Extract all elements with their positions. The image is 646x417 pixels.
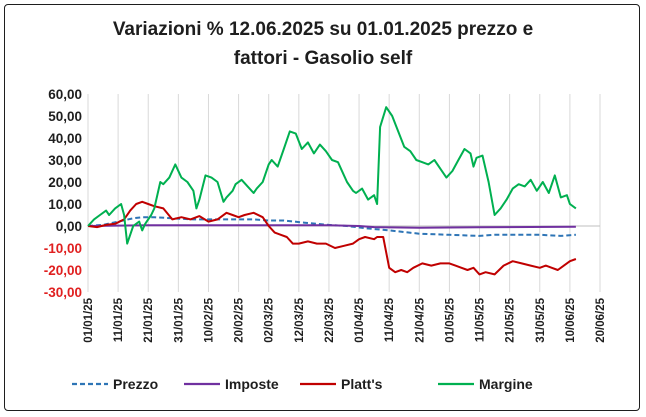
x-tick-label: 12/03/25 (294, 297, 306, 342)
chart-title-line-1: Variazioni % 12.06.2025 su 01.01.2025 pr… (112, 19, 534, 40)
legend: Prezzo Imposte Platt's Margine (72, 376, 533, 392)
y-tick-label: -30,00 (44, 285, 82, 300)
x-tick-label: 11/04/25 (384, 297, 396, 342)
x-tick-label: 21/05/25 (505, 297, 517, 342)
chart-frame (4, 4, 640, 411)
series-line-platts (87, 200, 577, 276)
x-tick-label: 11/05/25 (475, 297, 487, 342)
series-line-imposte (87, 224, 576, 229)
x-tick-label: 10/02/25 (203, 297, 215, 342)
x-tick-label: 20/02/25 (234, 297, 246, 342)
y-axis: 60,00 50,00 40,00 30,00 20,00 10,00 0,00 -10,00… (44, 87, 600, 300)
x-tick-label: 02/03/25 (264, 297, 276, 342)
x-tick-label: 21/04/25 (414, 297, 426, 342)
x-tick-label: 31/05/25 (535, 297, 547, 342)
series-line-margine (87, 106, 577, 245)
y-tick-label: 50,00 (48, 109, 82, 124)
x-axis: 01/01/25 11/01/25 21/01/25 31/01/25 10/02/25… (83, 297, 607, 342)
y-tick-label: -20,00 (44, 263, 82, 278)
y-tick-label: 10,00 (48, 197, 82, 212)
legend-label: Platt's (341, 376, 383, 392)
chart-title-line-2: fattori - Gasolio self (233, 48, 413, 69)
series-lines (87, 106, 577, 276)
x-tick-label: 31/01/25 (173, 297, 185, 342)
y-tick-label: 60,00 (48, 87, 82, 102)
legend-label: Margine (479, 376, 533, 392)
y-tick-label: 0,00 (56, 219, 82, 234)
x-tick-label: 11/01/25 (113, 297, 125, 342)
series-line-prezzo (87, 216, 576, 237)
legend-label: Imposte (225, 376, 279, 392)
x-tick-label: 01/01/25 (83, 297, 95, 342)
grid-lines (87, 94, 601, 292)
y-tick-label: 30,00 (48, 153, 82, 168)
x-tick-label: 20/06/25 (595, 297, 607, 342)
legend-label: Prezzo (113, 376, 158, 392)
x-tick-label: 01/05/25 (444, 297, 456, 342)
y-tick-label: -10,00 (44, 241, 82, 256)
y-tick-label: 20,00 (48, 175, 82, 190)
x-tick-label: 21/01/25 (143, 297, 155, 342)
x-tick-label: 22/03/25 (324, 297, 336, 342)
y-tick-label: 40,00 (48, 131, 82, 146)
x-tick-label: 01/04/25 (354, 297, 366, 342)
x-tick-label: 10/06/25 (565, 297, 577, 342)
